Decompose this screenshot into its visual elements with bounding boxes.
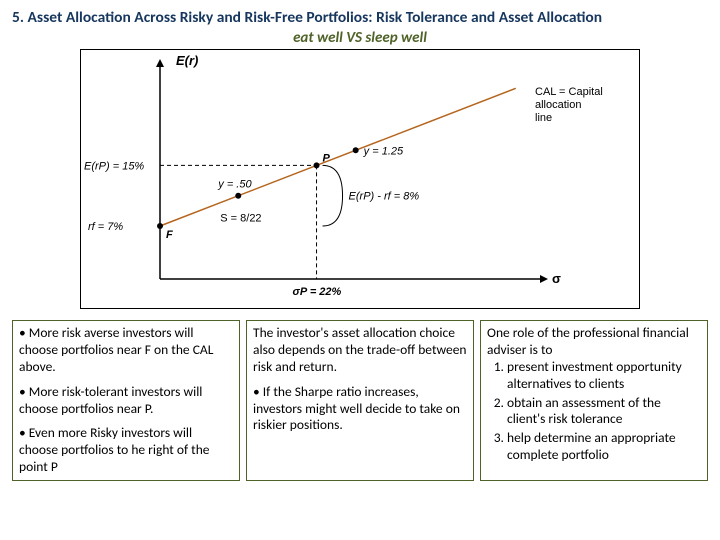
left-bullet-2: • More risk-tolerant investors will choo… bbox=[19, 384, 233, 418]
column-right: One role of the professional financial a… bbox=[480, 320, 708, 481]
right-li-2: obtain an assessment of the client's ris… bbox=[507, 395, 701, 429]
svg-text:y = .50: y = .50 bbox=[217, 179, 252, 191]
svg-text:rf = 7%: rf = 7% bbox=[88, 221, 123, 233]
right-li-1: present investment opportunity alternati… bbox=[507, 359, 701, 393]
mid-para-1: The investor's asset allocation choice a… bbox=[253, 325, 467, 376]
slide-subtitle: eat well VS sleep well bbox=[12, 29, 708, 47]
right-li-3: help determine an appropriate complete p… bbox=[507, 430, 701, 464]
text-columns: • More risk averse investors will choose… bbox=[12, 320, 708, 481]
slide-title: 5. Asset Allocation Across Risky and Ris… bbox=[12, 8, 708, 27]
svg-text:line: line bbox=[535, 112, 552, 124]
right-list: present investment opportunity alternati… bbox=[487, 359, 701, 464]
svg-text:E(rP) - rf = 8%: E(rP) - rf = 8% bbox=[349, 191, 420, 203]
svg-text:P: P bbox=[323, 152, 331, 164]
mid-bullet-1: • If the Sharpe ratio increases, investo… bbox=[253, 384, 467, 435]
svg-text:F: F bbox=[166, 229, 173, 241]
left-bullet-3: • Even more Risky investors will choose … bbox=[19, 425, 233, 476]
svg-text:S = 8/22: S = 8/22 bbox=[220, 213, 261, 225]
svg-text:E(rP) = 15%: E(rP) = 15% bbox=[84, 160, 144, 172]
column-middle: The investor's asset allocation choice a… bbox=[246, 320, 474, 481]
svg-text:allocation: allocation bbox=[535, 99, 581, 111]
left-bullet-1: • More risk averse investors will choose… bbox=[19, 325, 233, 376]
svg-text:σP = 22%: σP = 22% bbox=[293, 286, 342, 298]
svg-text:y = 1.25: y = 1.25 bbox=[363, 145, 404, 157]
svg-text:CAL = Capital: CAL = Capital bbox=[535, 86, 603, 98]
right-lead: One role of the professional financial a… bbox=[487, 324, 689, 358]
column-left: • More risk averse investors will choose… bbox=[12, 320, 240, 481]
cal-chart: E(r) σ CAL = Capitalallocationline Frf = 7%… bbox=[80, 49, 640, 314]
svg-text:σ: σ bbox=[552, 271, 561, 286]
svg-text:E(r): E(r) bbox=[176, 53, 198, 68]
